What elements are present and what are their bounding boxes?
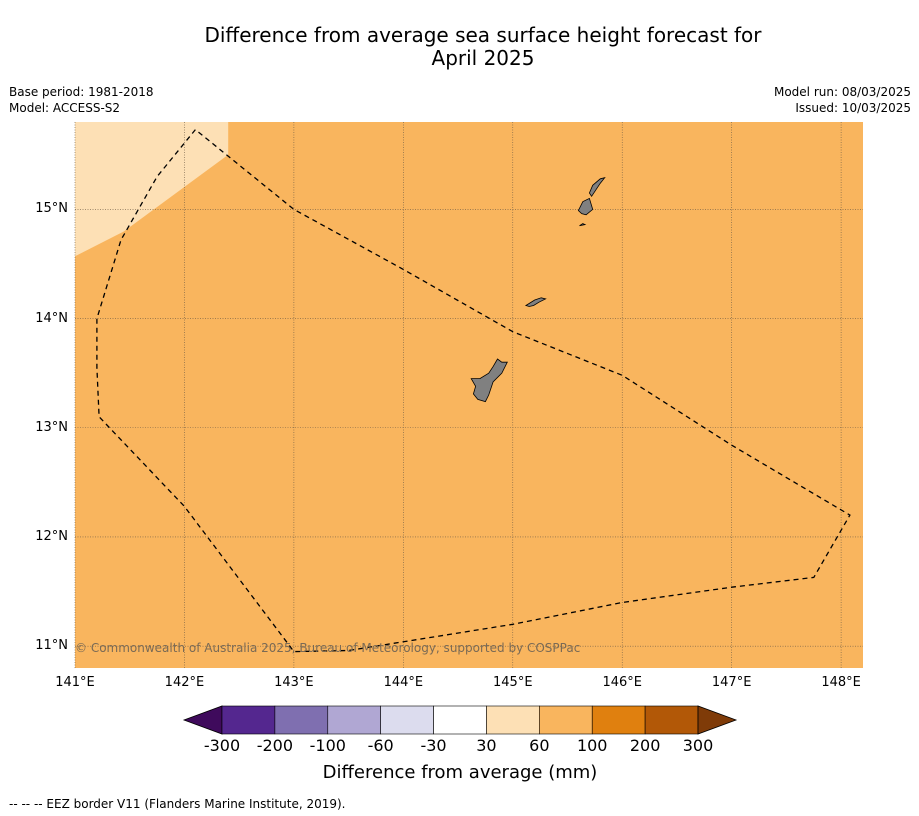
colorbar-segment <box>221 705 276 735</box>
colorbar-segment <box>380 705 434 735</box>
colorbar-segment <box>644 705 699 735</box>
colorbar-extend-low <box>182 705 223 735</box>
longitude-tick-label: 147°E <box>711 675 752 690</box>
island-landmass <box>524 297 547 307</box>
colorbar-extend-high <box>697 705 738 735</box>
latitude-tick-label: 15°N <box>35 201 68 217</box>
island-landmass <box>577 197 594 216</box>
latitude-tick-label: 14°N <box>35 310 68 326</box>
colorbar-segment <box>433 705 487 735</box>
island-landmass <box>588 177 606 198</box>
colorbar-tick-label: -60 <box>367 736 394 755</box>
longitude-tick-label: 146°E <box>602 675 642 690</box>
issued-date: Issued: 10/03/2025 <box>795 101 911 115</box>
colorbar-tick-label: -200 <box>256 736 294 755</box>
map-region-30-60mm <box>75 122 229 257</box>
longitude-tick-label: 148°E <box>821 675 861 690</box>
longitude-tick-label: 142°E <box>164 675 205 690</box>
island-landmass <box>470 358 508 403</box>
latitude-tick-label: 11°N <box>35 638 68 654</box>
colorbar-tick-label: -300 <box>203 736 241 755</box>
latitude-tick-label: 12°N <box>35 528 68 544</box>
chart-title-line1: Difference from average sea surface heig… <box>204 23 762 47</box>
colorbar-segment <box>327 705 381 735</box>
colorbar-tick-label: -30 <box>420 736 447 755</box>
longitude-tick-label: 144°E <box>383 675 424 690</box>
colorbar-segment <box>591 705 646 735</box>
copyright-notice: © Commonwealth of Australia 2025, Bureau… <box>75 641 581 655</box>
colorbar-tick-label: 300 <box>682 736 714 755</box>
base-period: Base period: 1981-2018 <box>9 85 154 99</box>
colorbar-tick-label: 30 <box>476 736 497 755</box>
longitude-tick-label: 143°E <box>274 675 314 690</box>
meta-right: Model run: 08/03/2025 Issued: 10/03/2025 <box>774 84 911 116</box>
latitude-tick-label: 13°N <box>35 419 68 435</box>
colorbar-tick-label: 60 <box>529 736 550 755</box>
colorbar-title: Difference from average (mm) <box>322 762 598 783</box>
meta-left: Base period: 1981-2018 Model: ACCESS-S2 <box>9 84 154 116</box>
colorbar-tick-label: 100 <box>576 736 608 755</box>
colorbar-tick-label: 200 <box>629 736 661 755</box>
longitude-tick-label: 141°E <box>55 675 95 690</box>
model-name: Model: ACCESS-S2 <box>9 101 121 115</box>
eez-legend: -- -- -- EEZ border V11 (Flanders Marine… <box>9 797 346 811</box>
model-run: Model run: 08/03/2025 <box>773 85 911 99</box>
colorbar-segment <box>274 705 329 735</box>
map-panel <box>74 122 863 668</box>
chart-title-line2: April 2025 <box>431 46 535 70</box>
colorbar-segment <box>539 705 593 735</box>
colorbar-tick-label: -100 <box>309 736 346 755</box>
island-landmass <box>579 223 587 227</box>
longitude-tick-label: 145°E <box>493 675 533 690</box>
colorbar-segment <box>486 705 540 735</box>
